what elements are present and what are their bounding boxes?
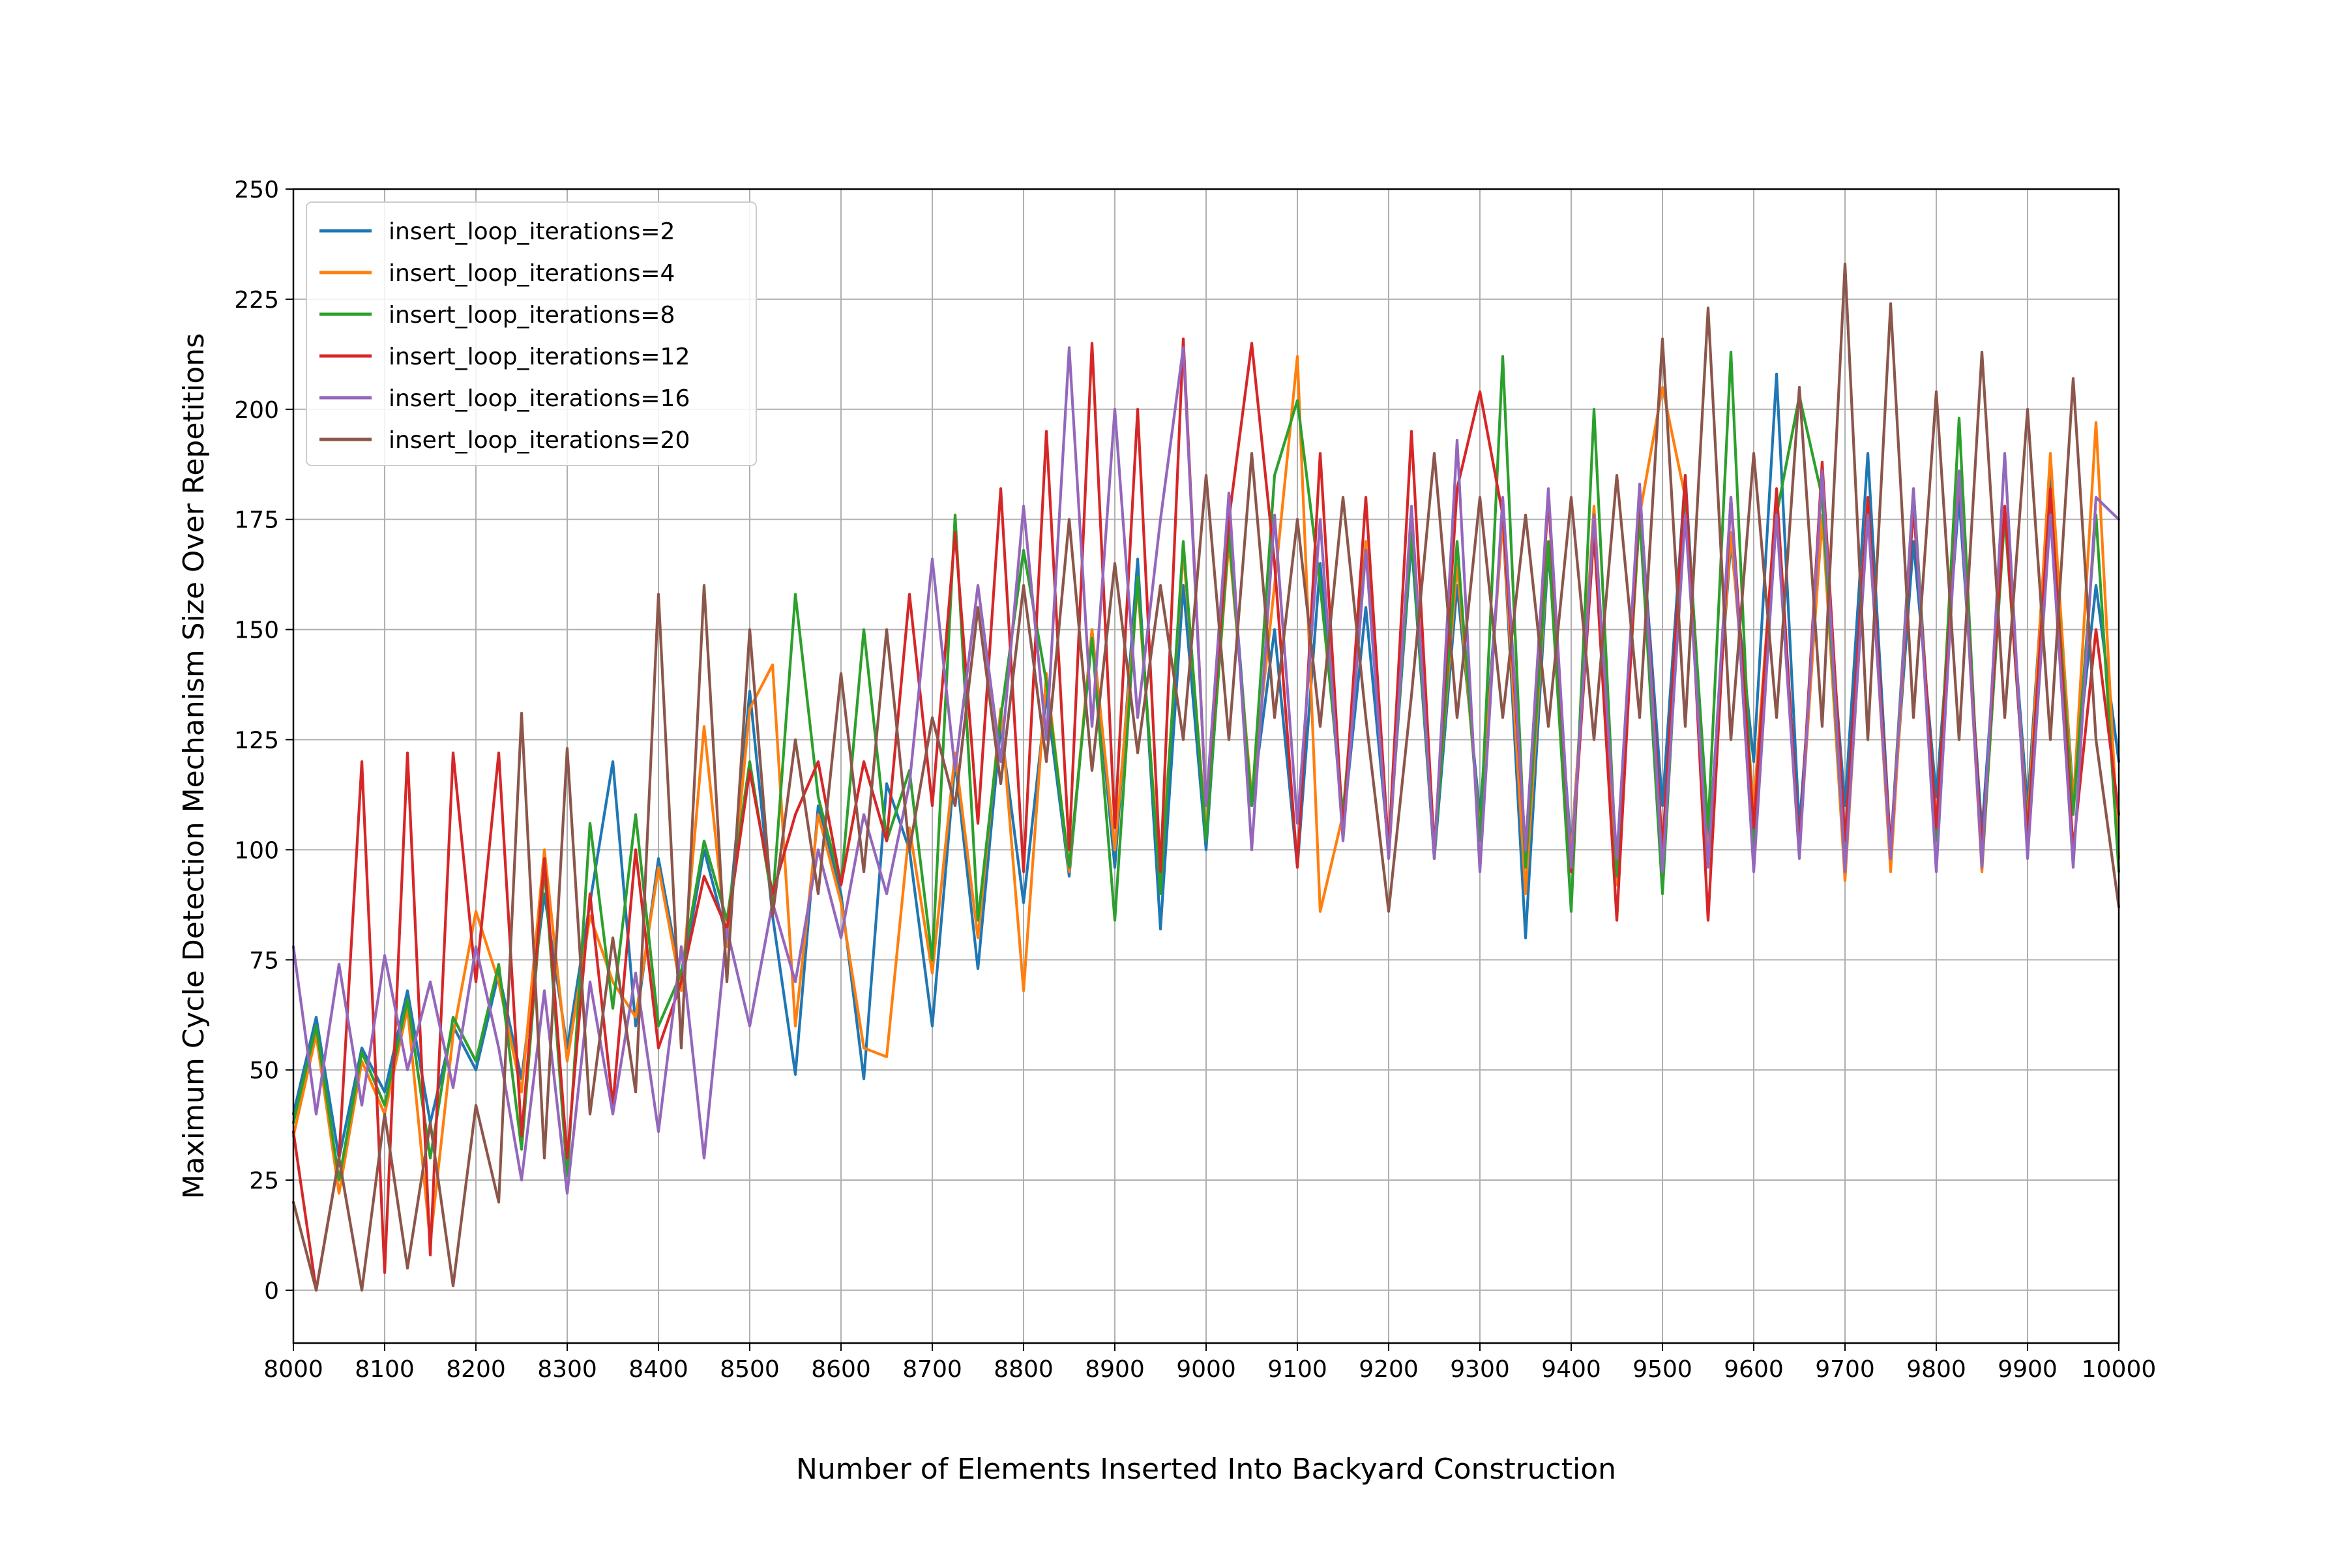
x-tick-label: 8000 — [263, 1356, 323, 1383]
legend-label: insert_loop_iterations=16 — [389, 385, 690, 412]
y-tick-label: 100 — [234, 837, 279, 864]
legend-label: insert_loop_iterations=20 — [389, 427, 690, 454]
x-tick-label: 9000 — [1176, 1356, 1236, 1383]
x-tick-label: 9300 — [1450, 1356, 1510, 1383]
x-tick-label: 8200 — [446, 1356, 506, 1383]
x-tick-label: 9400 — [1541, 1356, 1601, 1383]
x-tick-label: 9200 — [1359, 1356, 1419, 1383]
x-tick-label: 8600 — [811, 1356, 871, 1383]
y-tick-label: 250 — [234, 177, 279, 203]
x-tick-label: 8400 — [628, 1356, 688, 1383]
x-tick-label: 9700 — [1815, 1356, 1875, 1383]
y-axis-label: Maximum Cycle Detection Mechanism Size O… — [177, 333, 211, 1199]
series-line-6 — [291, 262, 2121, 1292]
ticks: 8000 8100 8200 8300 8400 8500 8600 8700 8800 8900… — [234, 177, 2156, 1383]
x-axis-label: Number of Elements Inserted Into Backyar… — [796, 1453, 1616, 1486]
y-tick-label: 175 — [234, 507, 279, 534]
x-tick-label: 8300 — [537, 1356, 597, 1383]
x-tick-label: 8800 — [994, 1356, 1054, 1383]
legend-label: insert_loop_iterations=12 — [389, 344, 690, 370]
legend-label: insert_loop_iterations=8 — [389, 302, 675, 329]
y-tick-label: 50 — [249, 1058, 279, 1084]
y-tick-label: 0 — [264, 1278, 279, 1305]
x-tick-label: 9800 — [1906, 1356, 1966, 1383]
y-tick-label: 125 — [234, 727, 279, 754]
y-tick-label: 25 — [249, 1168, 279, 1194]
x-tick-label: 9100 — [1267, 1356, 1327, 1383]
y-tick-label: 225 — [234, 287, 279, 314]
x-tick-label: 10000 — [2082, 1356, 2157, 1383]
x-tick-label: 8900 — [1085, 1356, 1145, 1383]
legend-box — [306, 201, 757, 466]
y-tick-label: 75 — [249, 947, 279, 974]
series-line-3 — [291, 350, 2121, 1182]
legend: insert_loop_iterations=2 insert_loop_iter… — [306, 201, 757, 466]
x-tick-label: 8100 — [355, 1356, 415, 1383]
x-tick-label: 8700 — [902, 1356, 962, 1383]
y-tick-label: 200 — [234, 397, 279, 424]
x-tick-label: 9600 — [1724, 1356, 1784, 1383]
y-tick-label: 150 — [234, 617, 279, 644]
legend-label: insert_loop_iterations=4 — [389, 260, 675, 287]
x-tick-label: 9900 — [1998, 1356, 2058, 1383]
x-tick-label: 9500 — [1632, 1356, 1692, 1383]
x-tick-label: 8500 — [720, 1356, 780, 1383]
series-group — [291, 262, 2121, 1292]
legend-label: insert_loop_iterations=2 — [389, 218, 675, 245]
